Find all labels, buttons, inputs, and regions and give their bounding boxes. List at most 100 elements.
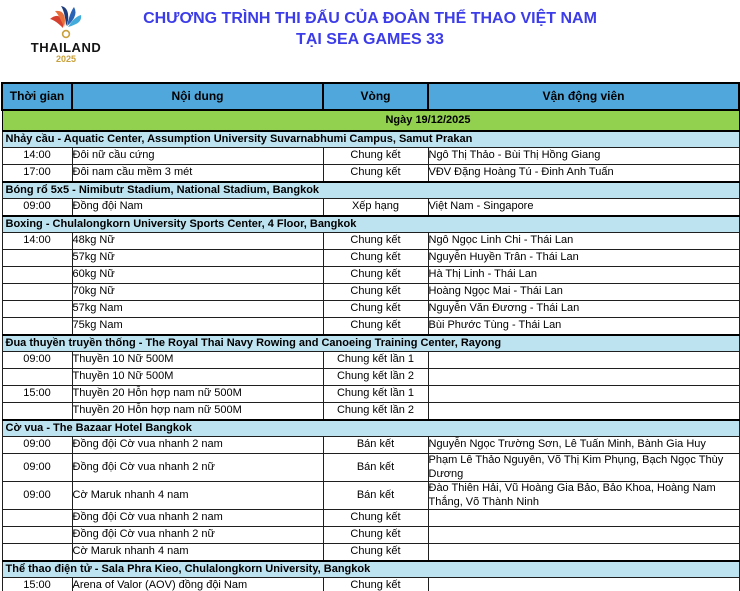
cell-content: Cờ Maruk nhanh 4 nam bbox=[71, 543, 324, 562]
cell-time bbox=[1, 266, 73, 284]
cell-content: 48kg Nữ bbox=[71, 232, 324, 250]
cell-content: Đồng đội Cờ vua nhanh 2 nữ bbox=[71, 526, 324, 544]
cell-round: Chung kết bbox=[322, 266, 429, 284]
table-row: Cờ Maruk nhanh 4 nam Chung kết bbox=[1, 543, 740, 562]
cell-round: Bán kết bbox=[322, 481, 429, 510]
table-row: 75kg Nam Chung kết Bùi Phước Tùng - Thái L… bbox=[1, 317, 740, 336]
cell-athletes: Bùi Phước Tùng - Thái Lan bbox=[427, 317, 740, 336]
page-title-line2: TẠI SEA GAMES 33 bbox=[296, 31, 444, 48]
cell-athletes: Hoàng Ngọc Mai - Thái Lan bbox=[427, 283, 740, 301]
cell-time bbox=[1, 402, 73, 421]
cell-content: 57kg Nữ bbox=[71, 249, 324, 267]
cell-content: Thuyền 20 Hỗn hợp nam nữ 500M bbox=[71, 385, 324, 403]
cell-time: 17:00 bbox=[1, 164, 73, 183]
cell-athletes: Hà Thị Linh - Thái Lan bbox=[427, 266, 740, 284]
cell-athletes: Việt Nam - Singapore bbox=[427, 198, 740, 217]
cell-round: Chung kết bbox=[322, 283, 429, 301]
cell-round: Chung kết bbox=[322, 317, 429, 336]
table-row: 09:00 Đồng đội Nam Xếp hạng Việt Nam - Sing… bbox=[1, 198, 740, 217]
table-row: Thuyền 10 Nữ 500M Chung kết lần 2 bbox=[1, 368, 740, 386]
section-header: Boxing - Chulalongkorn University Sports… bbox=[1, 215, 740, 233]
cell-content: Đồng đội Cờ vua nhanh 2 nam bbox=[71, 509, 324, 527]
cell-round: Bán kết bbox=[322, 453, 429, 482]
date-row: Ngày 19/12/2025 bbox=[1, 109, 740, 132]
cell-time: 09:00 bbox=[1, 481, 73, 510]
table-row: 57kg Nữ Chung kết Nguyễn Huyền Trân - Thái… bbox=[1, 249, 740, 267]
cell-time bbox=[1, 300, 73, 318]
cell-athletes bbox=[427, 351, 740, 369]
cell-content: 57kg Nam bbox=[71, 300, 324, 318]
cell-athletes: Phạm Lê Thảo Nguyên, Võ Thị Kim Phụng, B… bbox=[427, 453, 740, 482]
table-row: 09:00 Đồng đội Cờ vua nhanh 2 nữ Bán kết Ph… bbox=[1, 453, 740, 482]
table-row: 15:00 Thuyền 20 Hỗn hợp nam nữ 500M Chung … bbox=[1, 385, 740, 403]
section-header: Nhảy cầu - Aquatic Center, Assumption Un… bbox=[1, 130, 740, 148]
table-row: 09:00 Cờ Maruk nhanh 4 nam Bán kết Đào Thiê… bbox=[1, 481, 740, 510]
cell-content: Đôi nữ cầu cứng bbox=[71, 147, 324, 165]
cell-athletes: Ngô Ngọc Linh Chi - Thái Lan bbox=[427, 232, 740, 250]
cell-content: Đồng đội Cờ vua nhanh 2 nam bbox=[71, 436, 324, 454]
cell-athletes bbox=[427, 543, 740, 562]
cell-time bbox=[1, 543, 73, 562]
section-header-row: Đua thuyền truyền thống - The Royal Thai… bbox=[1, 334, 740, 352]
table-row: 14:00 48kg Nữ Chung kết Ngô Ngọc Linh Chi -… bbox=[1, 232, 740, 250]
table-row: 60kg Nữ Chung kết Hà Thị Linh - Thái Lan bbox=[1, 266, 740, 284]
cell-athletes: VĐV Đặng Hoàng Tú - Đinh Anh Tuấn bbox=[427, 164, 740, 183]
date-label: Ngày 19/12/2025 bbox=[1, 109, 740, 132]
cell-round: Chung kết bbox=[322, 147, 429, 165]
col-header-time: Thời gian bbox=[1, 82, 73, 111]
cell-time: 09:00 bbox=[1, 198, 73, 217]
cell-round: Chung kết bbox=[322, 164, 429, 183]
cell-content: Thuyền 10 Nữ 500M bbox=[71, 351, 324, 369]
cell-athletes: Nguyễn Huyền Trân - Thái Lan bbox=[427, 249, 740, 267]
cell-round: Chung kết lần 1 bbox=[322, 351, 429, 369]
cell-round: Chung kết lần 1 bbox=[322, 385, 429, 403]
section-header: Thể thao điện tử - Sala Phra Kieo, Chula… bbox=[1, 560, 740, 578]
cell-time: 09:00 bbox=[1, 453, 73, 482]
cell-athletes bbox=[427, 509, 740, 527]
cell-time: 15:00 bbox=[1, 577, 73, 591]
cell-content: 60kg Nữ bbox=[71, 266, 324, 284]
col-header-content: Nội dung bbox=[71, 82, 324, 111]
cell-time bbox=[1, 249, 73, 267]
cell-time: 14:00 bbox=[1, 147, 73, 165]
section-header-row: Bóng rổ 5x5 - Nimibutr Stadium, National… bbox=[1, 181, 740, 199]
cell-time bbox=[1, 368, 73, 386]
col-header-round: Vòng bbox=[322, 82, 429, 111]
cell-round: Bán kết bbox=[322, 436, 429, 454]
section-header-row: Cờ vua - The Bazaar Hotel Bangkok bbox=[1, 419, 740, 437]
section-header-row: Thể thao điện tử - Sala Phra Kieo, Chula… bbox=[1, 560, 740, 578]
table-row: 17:00 Đôi nam cầu mềm 3 mét Chung kết VĐV Đ… bbox=[1, 164, 740, 183]
page-header: THAILAND 2025 CHƯƠNG TRÌNH THI ĐẤU CỦA Đ… bbox=[0, 0, 740, 82]
page-title: CHƯƠNG TRÌNH THI ĐẤU CỦA ĐOÀN THỂ THAO V… bbox=[0, 0, 740, 50]
page-title-line1: CHƯƠNG TRÌNH THI ĐẤU CỦA ĐOÀN THỂ THAO V… bbox=[143, 10, 597, 27]
cell-round: Chung kết bbox=[322, 249, 429, 267]
table-row: Thuyền 20 Hỗn hợp nam nữ 500M Chung kết l… bbox=[1, 402, 740, 421]
cell-content: Thuyền 10 Nữ 500M bbox=[71, 368, 324, 386]
table-row: 57kg Nam Chung kết Nguyễn Văn Đương - Thái… bbox=[1, 300, 740, 318]
cell-content: Thuyền 20 Hỗn hợp nam nữ 500M bbox=[71, 402, 324, 421]
logo-country-label: THAILAND bbox=[30, 40, 102, 55]
cell-time: 09:00 bbox=[1, 351, 73, 369]
cell-athletes: Nguyễn Ngọc Trường Sơn, Lê Tuấn Minh, Bà… bbox=[427, 436, 740, 454]
table-row: Đồng đội Cờ vua nhanh 2 nam Chung kết bbox=[1, 509, 740, 527]
cell-athletes bbox=[427, 526, 740, 544]
section-header: Đua thuyền truyền thống - The Royal Thai… bbox=[1, 334, 740, 352]
seagames-emblem-icon bbox=[50, 6, 82, 39]
table-row: 14:00 Đôi nữ cầu cứng Chung kết Ngô Thị Thả… bbox=[1, 147, 740, 165]
table-row: Đồng đội Cờ vua nhanh 2 nữ Chung kết bbox=[1, 526, 740, 544]
cell-time bbox=[1, 509, 73, 527]
cell-round: Xếp hạng bbox=[322, 198, 429, 217]
cell-round: Chung kết lần 2 bbox=[322, 368, 429, 386]
cell-time bbox=[1, 317, 73, 336]
table-row: 09:00 Đồng đội Cờ vua nhanh 2 nam Bán kết N… bbox=[1, 436, 740, 454]
cell-round: Chung kết lần 2 bbox=[322, 402, 429, 421]
table-row: 15:00 Arena of Valor (AOV) đồng đội Nam Ch… bbox=[1, 577, 740, 591]
section-header: Cờ vua - The Bazaar Hotel Bangkok bbox=[1, 419, 740, 437]
seagames-logo: THAILAND 2025 bbox=[26, 2, 106, 64]
cell-round: Chung kết bbox=[322, 577, 429, 591]
cell-content: 75kg Nam bbox=[71, 317, 324, 336]
section-header: Bóng rổ 5x5 - Nimibutr Stadium, National… bbox=[1, 181, 740, 199]
schedule-table: Thời gian Nội dung Vòng Vận động viên Ng… bbox=[1, 82, 740, 591]
cell-athletes bbox=[427, 577, 740, 591]
